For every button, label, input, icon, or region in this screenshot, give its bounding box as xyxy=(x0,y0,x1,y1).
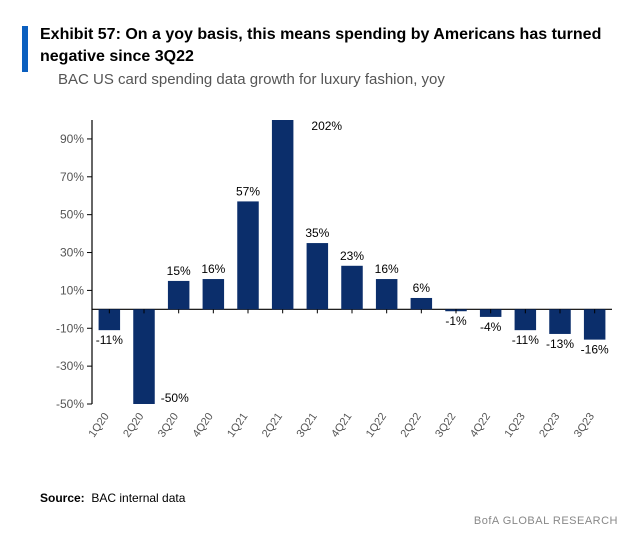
exhibit-subtitle: BAC US card spending data growth for lux… xyxy=(58,71,618,88)
svg-text:-50%: -50% xyxy=(161,391,189,405)
svg-text:-11%: -11% xyxy=(512,333,539,347)
svg-text:3Q23: 3Q23 xyxy=(572,411,597,440)
title-block: Exhibit 57: On a yoy basis, this means s… xyxy=(22,24,618,88)
svg-text:-10%: -10% xyxy=(56,321,84,335)
svg-text:202%: 202% xyxy=(311,119,342,133)
svg-text:10%: 10% xyxy=(60,284,84,298)
svg-text:4Q21: 4Q21 xyxy=(329,411,354,440)
svg-text:-1%: -1% xyxy=(445,314,467,328)
svg-text:2Q22: 2Q22 xyxy=(399,411,424,440)
svg-text:70%: 70% xyxy=(60,170,84,184)
svg-text:16%: 16% xyxy=(201,262,225,276)
title-accent-bar xyxy=(22,26,28,72)
svg-text:-50%: -50% xyxy=(56,397,84,411)
svg-text:1Q20: 1Q20 xyxy=(87,411,112,440)
source-value: BAC internal data xyxy=(91,491,185,505)
svg-text:-16%: -16% xyxy=(581,343,609,357)
svg-text:3Q20: 3Q20 xyxy=(156,411,181,440)
footer-brand: BofA GLOBAL RESEARCH xyxy=(474,515,618,527)
source-line: Source: BAC internal data xyxy=(40,491,185,505)
svg-text:3Q22: 3Q22 xyxy=(433,411,458,440)
svg-text:4Q20: 4Q20 xyxy=(191,411,216,440)
svg-text:-13%: -13% xyxy=(546,337,574,351)
svg-text:2Q20: 2Q20 xyxy=(121,411,146,440)
svg-text:2Q21: 2Q21 xyxy=(260,411,285,440)
svg-text:57%: 57% xyxy=(236,185,260,199)
svg-text:2Q23: 2Q23 xyxy=(537,411,562,440)
svg-text:15%: 15% xyxy=(167,264,191,278)
bar-chart-svg: -50% -30% -10% 10% 30% 50% 70% 90% -11% -50% 15% 16… xyxy=(40,108,622,468)
svg-text:4Q22: 4Q22 xyxy=(468,411,493,440)
svg-text:1Q22: 1Q22 xyxy=(364,411,389,440)
svg-text:16%: 16% xyxy=(375,262,399,276)
chart-area: -50% -30% -10% 10% 30% 50% 70% 90% -11% -50% 15% 16… xyxy=(40,108,622,468)
svg-text:30%: 30% xyxy=(60,246,84,260)
svg-text:90%: 90% xyxy=(60,132,84,146)
source-label: Source: xyxy=(40,491,85,505)
svg-text:23%: 23% xyxy=(340,249,364,263)
svg-text:1Q21: 1Q21 xyxy=(225,411,250,440)
svg-text:3Q21: 3Q21 xyxy=(295,411,320,440)
svg-text:6%: 6% xyxy=(413,281,431,295)
svg-text:1Q23: 1Q23 xyxy=(503,411,528,440)
svg-text:-30%: -30% xyxy=(56,359,84,373)
exhibit-title: Exhibit 57: On a yoy basis, this means s… xyxy=(40,24,618,67)
figure-wrap: Exhibit 57: On a yoy basis, this means s… xyxy=(0,0,640,543)
svg-text:-4%: -4% xyxy=(480,320,502,334)
svg-text:50%: 50% xyxy=(60,208,84,222)
title-texts: Exhibit 57: On a yoy basis, this means s… xyxy=(40,24,618,88)
svg-text:35%: 35% xyxy=(305,226,329,240)
svg-text:-11%: -11% xyxy=(96,333,123,347)
